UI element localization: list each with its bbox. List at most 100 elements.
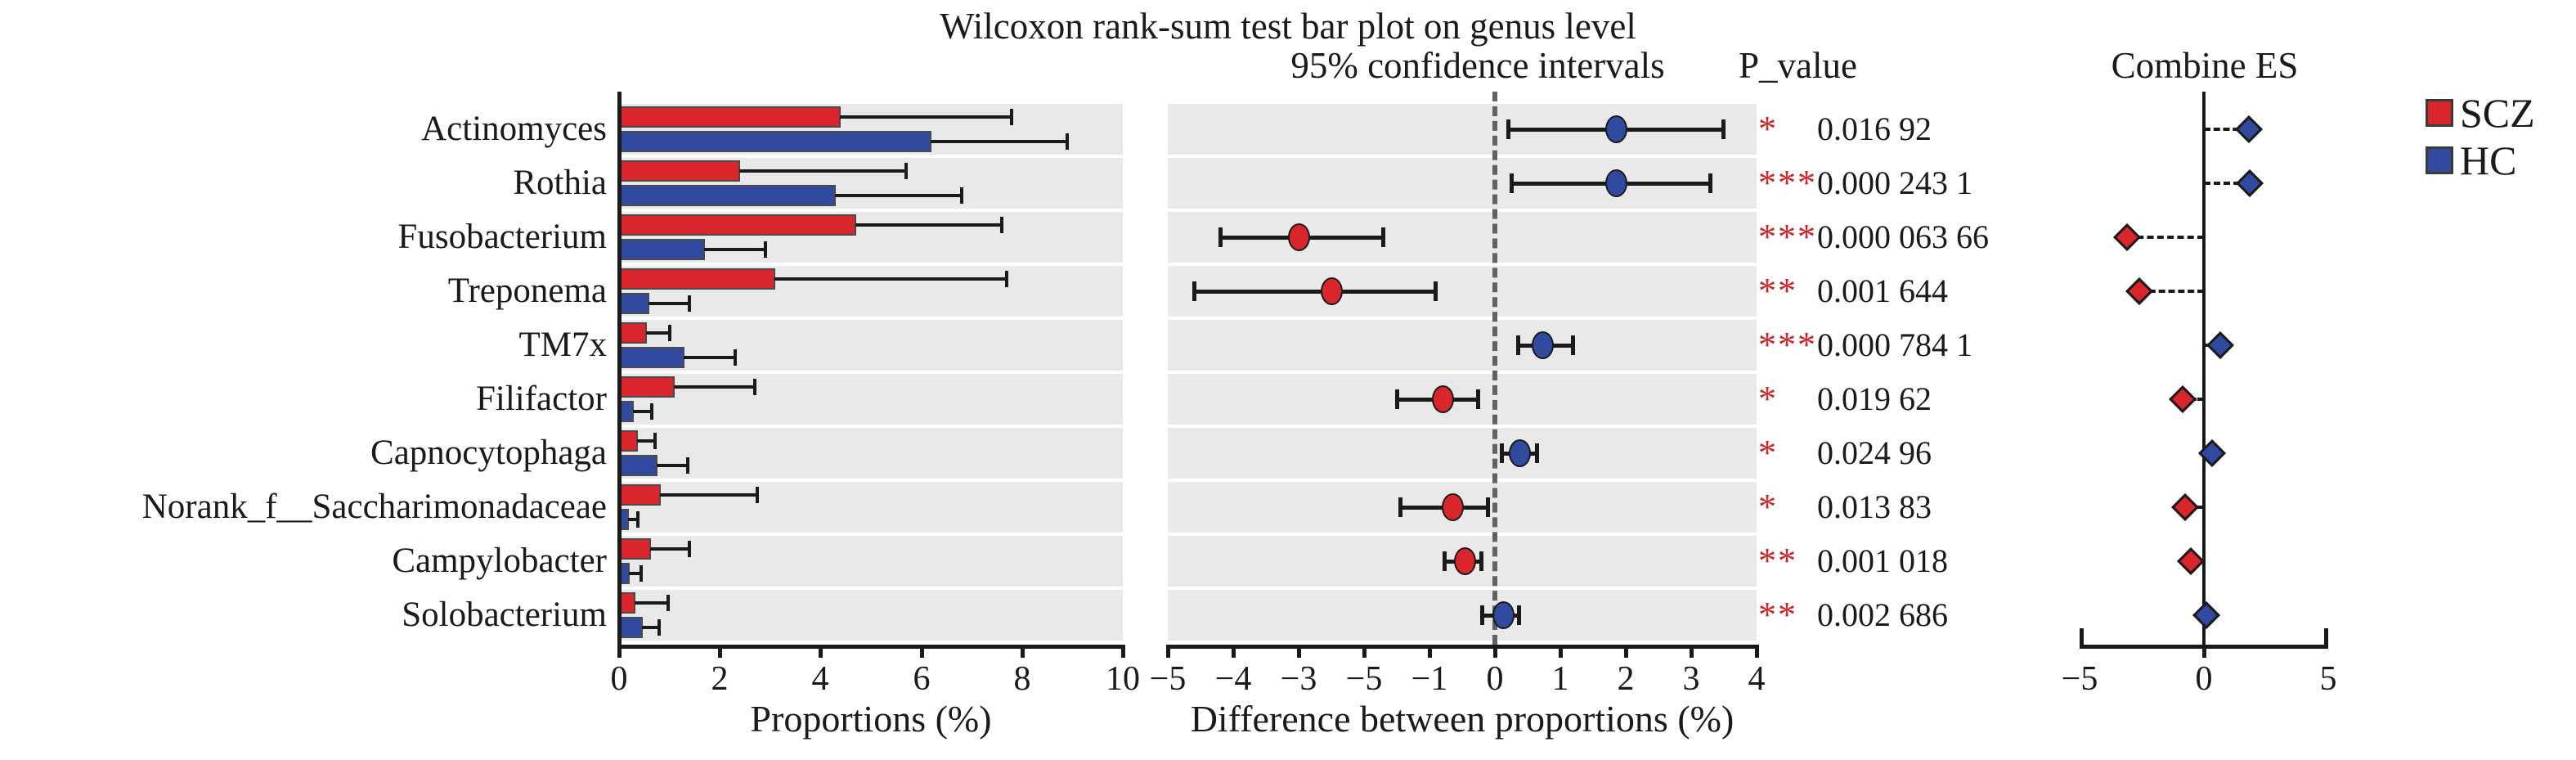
difference-axis-label: Difference between proportions (%) xyxy=(1190,698,1735,740)
error-whisker-line xyxy=(657,464,689,467)
ci-whisker-cap xyxy=(1571,335,1575,355)
es-panel-header: Combine ES xyxy=(2111,45,2299,86)
axis-tick-label: 0 xyxy=(2195,660,2213,698)
pvalue-column-header: P_value xyxy=(1739,45,1857,86)
error-whisker-line xyxy=(835,194,962,197)
p-value: 0.016 92 xyxy=(1817,110,1932,147)
p-value: 0.013 83 xyxy=(1817,488,1932,525)
row-stripe xyxy=(619,590,1123,641)
axis-tick-label: 0 xyxy=(1486,660,1504,698)
legend-item-scz: SCZ xyxy=(2426,92,2535,133)
es-connector-dashed xyxy=(2127,236,2204,239)
ci-whisker-cap xyxy=(1192,281,1196,301)
error-whisker-line xyxy=(642,626,659,629)
error-whisker-line xyxy=(628,518,638,521)
ci-whisker-cap xyxy=(1517,605,1521,625)
error-whisker-cap xyxy=(688,295,691,312)
p-value: 0.001 644 xyxy=(1817,272,1948,309)
error-whisker-cap xyxy=(668,325,671,341)
axis-tick xyxy=(1021,645,1025,658)
axis-tick xyxy=(1362,645,1367,658)
significance-stars: ** xyxy=(1758,595,1797,635)
axis-tick-label: −5 xyxy=(2061,660,2098,698)
axis-tick xyxy=(1297,645,1301,658)
axis-tick-label: 10 xyxy=(1106,660,1140,698)
hc-bar xyxy=(619,347,684,368)
axis-tick xyxy=(1428,645,1432,658)
row-stripe xyxy=(619,428,1123,479)
error-whisker-cap xyxy=(753,379,756,395)
axis-tick-label: 2 xyxy=(1617,660,1635,698)
axis-tick-label: 4 xyxy=(811,660,829,698)
proportions-y-axis-line xyxy=(617,92,622,649)
difference-dot xyxy=(1442,493,1464,521)
hc-color-swatch xyxy=(2426,146,2453,174)
difference-dot xyxy=(1532,331,1554,359)
axis-tick xyxy=(1493,645,1497,658)
axis-tick-label: −5 xyxy=(1149,660,1187,698)
es-connector-dashed xyxy=(2204,182,2250,185)
error-whisker-line xyxy=(684,356,735,359)
scz-bar xyxy=(619,214,856,236)
zero-dashed-line xyxy=(1492,92,1497,645)
significance-stars: * xyxy=(1758,109,1778,149)
es-diamond xyxy=(2235,115,2263,143)
error-whisker-line xyxy=(648,302,689,305)
ci-whisker-cap xyxy=(1516,335,1520,355)
ci-whisker-cap xyxy=(1506,119,1510,139)
p-value: 0.001 018 xyxy=(1817,542,1948,579)
ci-whisker-cap xyxy=(1500,443,1504,463)
es-diamond xyxy=(2192,601,2220,629)
scz-bar xyxy=(619,538,651,560)
error-whisker-line xyxy=(650,547,689,551)
es-axis-end-cap xyxy=(2080,628,2084,649)
error-whisker-line xyxy=(660,493,757,497)
axis-tick-label: 6 xyxy=(913,660,931,698)
hc-bar xyxy=(619,239,705,260)
error-whisker-cap xyxy=(650,403,653,420)
es-connector-dashed xyxy=(2139,290,2204,293)
genus-label: Treponema xyxy=(447,272,607,310)
axis-tick-label: 8 xyxy=(1013,660,1031,698)
axis-tick xyxy=(1690,645,1694,658)
ci-whisker-cap xyxy=(1434,281,1438,301)
axis-tick-label: 2 xyxy=(711,660,729,698)
p-value: 0.002 686 xyxy=(1817,596,1948,633)
error-whisker-line xyxy=(931,140,1067,143)
proportions-axis-label: Proportions (%) xyxy=(750,698,992,740)
difference-x-axis-line xyxy=(1166,645,1758,649)
scz-bar xyxy=(619,592,635,614)
hc-bar xyxy=(619,131,931,152)
axis-tick xyxy=(920,645,924,658)
error-whisker-cap xyxy=(1010,109,1013,125)
axis-tick-label: 4 xyxy=(1748,660,1766,698)
genus-label: Actinomyces xyxy=(421,110,607,148)
hc-bar xyxy=(619,617,643,638)
genus-label: Campylobacter xyxy=(392,542,607,580)
p-value: 0.019 62 xyxy=(1817,380,1932,417)
es-zero-axis-line xyxy=(2202,92,2206,645)
es-diamond xyxy=(2177,547,2205,575)
row-stripe xyxy=(619,320,1123,371)
ci-panel-header: 95% confidence intervals xyxy=(1290,45,1665,86)
error-whisker-cap xyxy=(734,349,737,366)
ci-whisker-cap xyxy=(1479,551,1483,571)
significance-stars: ** xyxy=(1758,541,1797,581)
ci-whisker-cap xyxy=(1476,389,1480,409)
axis-tick-label: −4 xyxy=(1214,660,1252,698)
difference-dot xyxy=(1509,439,1531,467)
error-whisker-cap xyxy=(657,619,661,636)
hc-bar xyxy=(619,293,649,314)
axis-tick-label: −1 xyxy=(1411,660,1448,698)
axis-tick xyxy=(2202,645,2206,658)
ci-whisker-cap xyxy=(1721,119,1726,139)
error-whisker-line xyxy=(633,410,652,413)
genus-label: Filifactor xyxy=(475,380,607,418)
scz-bar xyxy=(619,430,638,452)
genus-label: Solobacterium xyxy=(402,596,607,634)
error-whisker-line xyxy=(739,169,906,173)
row-stripe xyxy=(1168,320,1757,371)
axis-tick xyxy=(1624,645,1628,658)
significance-stars: ** xyxy=(1758,271,1797,311)
figure-title: Wilcoxon rank-sum test bar plot on genus… xyxy=(940,6,1636,47)
